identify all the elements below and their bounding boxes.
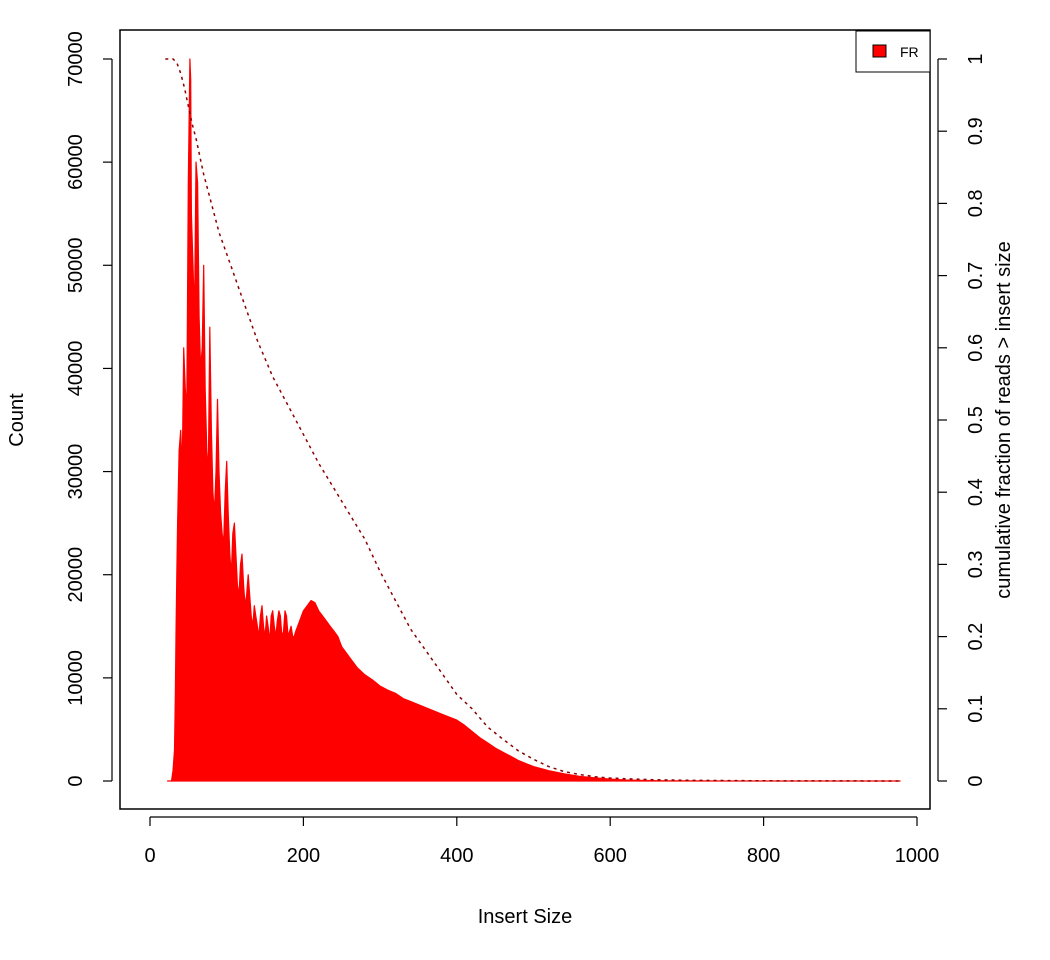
y-right-axis-title: cumulative fraction of reads > insert si… — [993, 241, 1015, 598]
y-left-tick-label: 0 — [65, 775, 87, 786]
histogram-layer — [167, 58, 901, 782]
cumulative-line-layer — [165, 58, 901, 782]
histogram-area-fr — [167, 58, 901, 782]
y-right-tick-label: 0.7 — [965, 262, 987, 290]
x-tick-label: 600 — [594, 845, 627, 867]
y-right-tick-label: 0.5 — [965, 406, 987, 434]
y-right-tick-label: 0.9 — [965, 117, 987, 145]
y-left-tick-label: 10000 — [65, 650, 87, 706]
y-right-tick-label: 1 — [965, 53, 987, 64]
y-left-tick-label: 20000 — [65, 547, 87, 603]
y-left-tick-label: 70000 — [65, 31, 87, 87]
y-right-tick-label: 0 — [965, 775, 987, 786]
legend-swatch-fr — [872, 44, 887, 58]
legend-box — [855, 30, 931, 73]
legend-label-fr: FR — [900, 44, 919, 60]
cumulative-line — [165, 58, 901, 782]
y-right-tick-label: 0.6 — [965, 334, 987, 362]
y-left-tick-label: 50000 — [65, 237, 87, 293]
x-axis-title: Insert Size — [478, 906, 572, 928]
x-axis: 0 200 400 600 800 1000 — [144, 816, 940, 867]
y-left-axis: 0 10000 20000 30000 40000 50000 60000 70000 — [65, 31, 113, 787]
y-right-tick-label: 0.4 — [965, 478, 987, 506]
y-left-axis-title: Count — [6, 393, 28, 447]
y-right-tick-label: 0.1 — [965, 695, 987, 723]
y-right-tick-label: 0.3 — [965, 550, 987, 578]
plot-frame — [119, 29, 931, 810]
y-left-tick-label: 40000 — [65, 341, 87, 397]
x-tick-label: 800 — [747, 845, 780, 867]
legend: FR — [855, 30, 931, 73]
y-left-tick-label: 60000 — [65, 134, 87, 190]
y-left-tick-label: 30000 — [65, 444, 87, 500]
x-tick-label: 0 — [144, 845, 155, 867]
x-tick-label: 400 — [440, 845, 473, 867]
y-right-tick-label: 0.2 — [965, 623, 987, 651]
x-tick-label: 200 — [287, 845, 320, 867]
y-right-axis: 0 0.1 0.2 0.3 0.4 0.5 0.6 0.7 0.8 0.9 1 — [937, 53, 987, 787]
x-tick-label: 1000 — [895, 845, 940, 867]
y-right-tick-label: 0.8 — [965, 189, 987, 217]
